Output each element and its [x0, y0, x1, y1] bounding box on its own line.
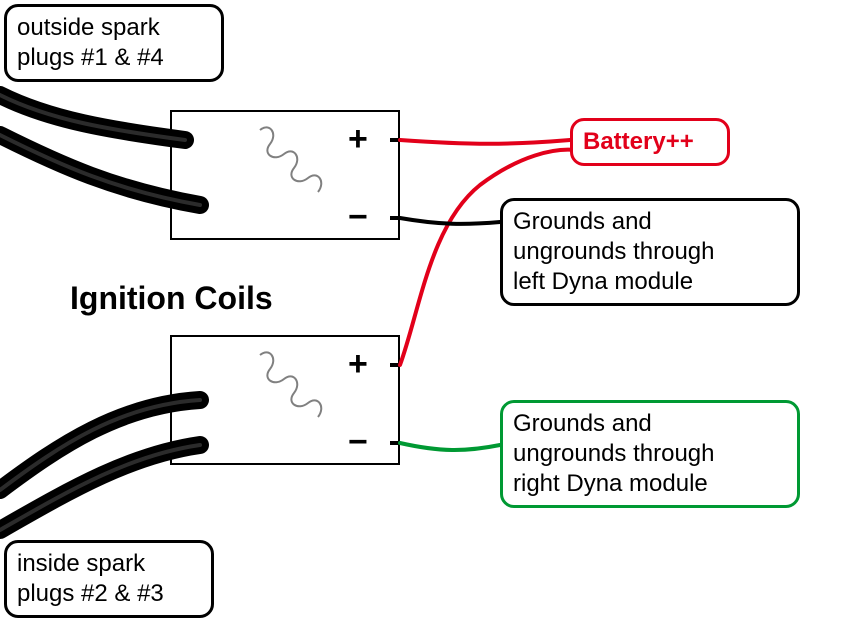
terminal-bottom-minus: − [348, 423, 368, 462]
label-left-dyna: Grounds and ungrounds through left Dyna … [500, 198, 800, 306]
wire-ground-right-dyna [400, 443, 500, 450]
label-battery-text: Battery++ [583, 128, 694, 155]
wire-battery-top [400, 140, 570, 144]
terminal-top-minus: − [348, 198, 368, 237]
label-inside-plugs-text: inside spark plugs #2 & #3 [17, 550, 164, 607]
label-inside-plugs: inside spark plugs #2 & #3 [4, 540, 214, 618]
sparkplug-wire-top-1 [0, 95, 185, 140]
terminal-bottom-plus: + [348, 345, 368, 384]
label-outside-plugs-text: outside spark plugs #1 & #4 [17, 14, 164, 71]
label-right-dyna: Grounds and ungrounds through right Dyna… [500, 400, 800, 508]
diagram-title: Ignition Coils [70, 280, 273, 317]
label-right-dyna-text: Grounds and ungrounds through right Dyna… [513, 410, 715, 497]
terminal-top-plus: + [348, 120, 368, 159]
wire-ground-left-dyna [400, 218, 500, 224]
label-outside-plugs: outside spark plugs #1 & #4 [4, 4, 224, 82]
label-battery: Battery++ [570, 118, 730, 166]
label-left-dyna-text: Grounds and ungrounds through left Dyna … [513, 208, 715, 295]
